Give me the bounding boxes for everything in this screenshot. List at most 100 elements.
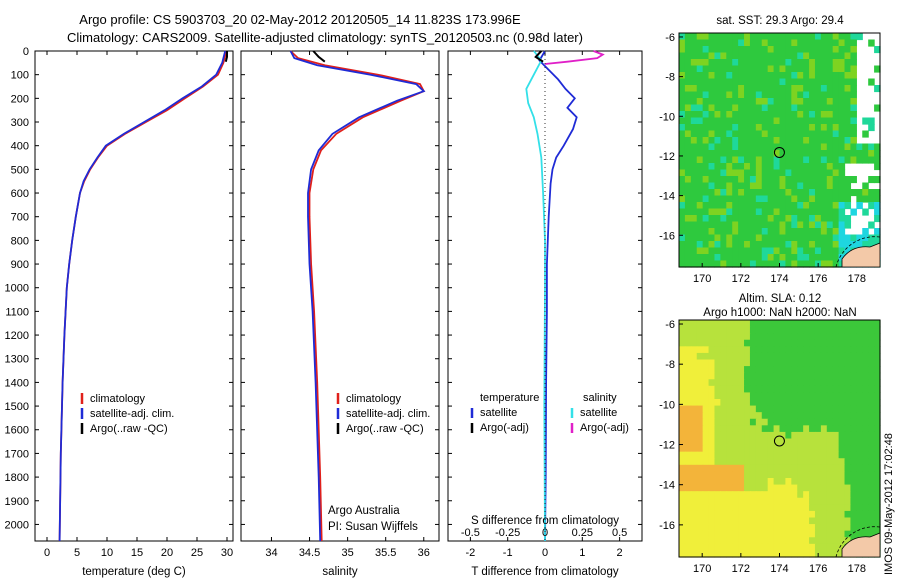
map-cell (773, 491, 781, 499)
map-cell (844, 438, 852, 446)
map-cell (791, 65, 798, 73)
map-cell (862, 234, 869, 242)
top-x-tick-label: 0.25 (572, 527, 593, 539)
map-cell (732, 254, 739, 262)
map-cell (744, 478, 751, 486)
map-cell (714, 91, 721, 99)
map-cell (820, 497, 828, 505)
map-cell (767, 228, 775, 236)
map-cell (838, 143, 846, 151)
map-cell (785, 137, 792, 145)
map-cell (791, 202, 798, 210)
map-cell (720, 458, 727, 466)
map-cell (862, 189, 869, 197)
title-line-2: Climatology: CARS2009. Satellite-adjuste… (67, 30, 583, 45)
map-cell (720, 98, 727, 106)
map-cell (814, 537, 822, 545)
map-cell (744, 418, 751, 426)
map-cell (773, 176, 781, 184)
map-cell (779, 33, 787, 41)
map-cell (856, 202, 863, 210)
map-cell (702, 550, 710, 558)
map-cell (838, 208, 846, 216)
map-cell (767, 111, 775, 119)
map-cell (809, 346, 816, 354)
map-cell (773, 412, 781, 420)
map-cell (797, 550, 804, 558)
map-cell (708, 46, 716, 54)
map-cell (749, 208, 757, 216)
map-cell (803, 241, 810, 249)
map-cell (714, 431, 721, 440)
map-cell (779, 111, 787, 119)
map-cell (755, 52, 763, 60)
map-cell (874, 504, 881, 512)
map-cell (749, 491, 757, 499)
map-cell (874, 464, 881, 473)
map-cell (856, 346, 863, 354)
map-cell (838, 176, 846, 184)
map-cell (779, 130, 787, 138)
map-cell (773, 104, 781, 112)
map-cell (874, 150, 881, 158)
map-cell (767, 33, 775, 41)
map-cell (702, 504, 710, 512)
map-cell (732, 326, 739, 334)
map-cell (826, 405, 834, 413)
map-cell (809, 464, 816, 473)
map-cell (820, 117, 828, 125)
map-cell (856, 241, 863, 249)
map-cell (720, 405, 727, 413)
map-cell (714, 39, 721, 47)
map-cell (755, 339, 763, 347)
map-cell (856, 405, 863, 413)
map-cell (696, 445, 704, 453)
map-cell (732, 550, 739, 558)
map-cell (791, 176, 798, 184)
map-cell (679, 91, 686, 99)
map-cell (850, 78, 857, 86)
map-cell (785, 228, 792, 236)
map-cell (684, 208, 692, 216)
map-cell (690, 72, 698, 80)
map-cell (820, 431, 828, 440)
map-cell (708, 399, 716, 407)
map-cell (797, 320, 804, 328)
map-cell (744, 431, 751, 440)
map-cell (832, 59, 840, 67)
map-cell (856, 484, 863, 492)
map-cell (720, 537, 727, 545)
map-cell (868, 326, 875, 334)
map-cell (714, 352, 721, 361)
map-cell (755, 39, 763, 47)
map-cell (838, 189, 846, 197)
map-cell (826, 431, 834, 440)
map-cell (690, 372, 698, 380)
map-cell (720, 445, 727, 453)
map-cell (749, 156, 757, 164)
map-cell (761, 234, 769, 242)
map-cell (761, 537, 769, 545)
map-cell (803, 366, 810, 374)
map-cell (708, 221, 716, 229)
map-cell (809, 176, 816, 184)
map-cell (749, 182, 757, 190)
map-cell (702, 372, 710, 380)
map-cell (761, 130, 769, 138)
map-cell (803, 65, 810, 73)
map-cell (767, 98, 775, 106)
map-cell (679, 352, 686, 361)
map-cell (773, 326, 781, 334)
map-cell (832, 85, 840, 93)
map-cell (738, 550, 745, 558)
map-cell (714, 33, 721, 41)
map-cell (767, 431, 775, 440)
map-cell (761, 372, 769, 380)
map-cell (696, 504, 704, 512)
map-cell (814, 221, 822, 229)
map-cell (874, 46, 881, 54)
map-cell (755, 326, 763, 334)
map-cell (755, 163, 763, 171)
map-cell (856, 352, 863, 361)
map-cell (838, 320, 846, 328)
